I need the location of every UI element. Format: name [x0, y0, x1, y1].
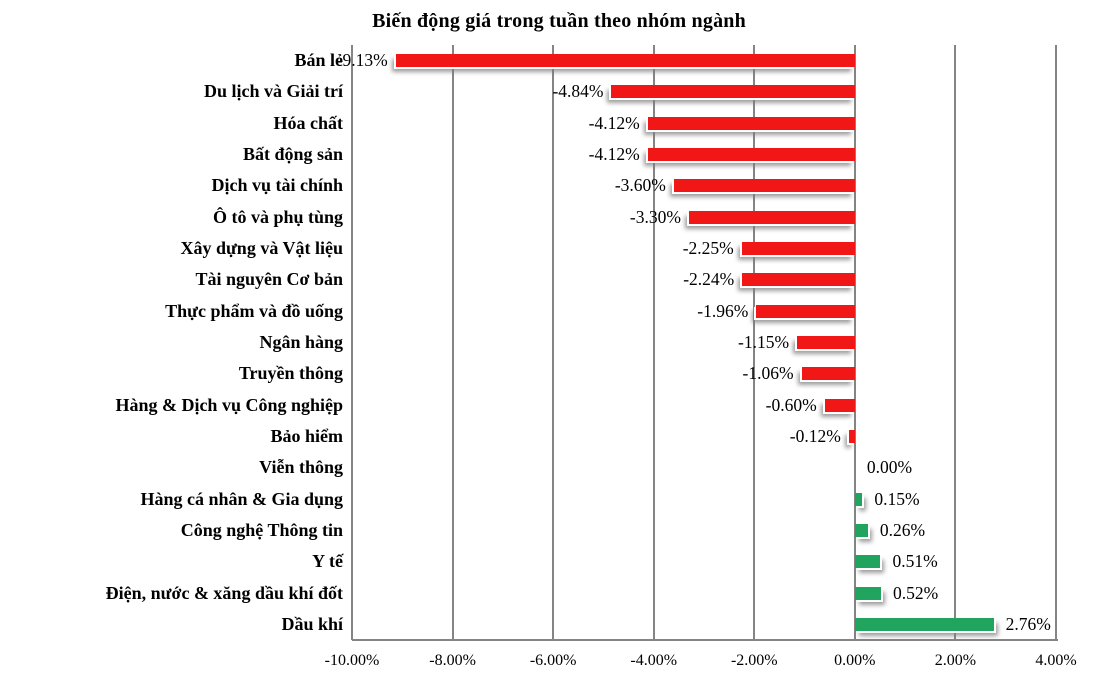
- category-label: Bất động sản: [242, 144, 343, 165]
- value-label: 0.00%: [866, 457, 913, 478]
- value-label: -2.24%: [683, 269, 735, 290]
- bar: [824, 398, 855, 412]
- bar: [647, 148, 855, 162]
- gridline: [351, 45, 353, 640]
- bar: [797, 336, 855, 349]
- bar: [395, 54, 855, 68]
- category-label: Điện, nước & xăng dầu khí đốt: [105, 582, 343, 603]
- category-label: Du lịch và Giải trí: [204, 81, 343, 102]
- category-label: Thực phẩm và đồ uống: [165, 300, 343, 321]
- value-label: 0.26%: [879, 519, 926, 540]
- category-label: Công nghệ Thông tin: [180, 519, 343, 540]
- x-axis-line: [352, 639, 1058, 641]
- value-label: -4.84%: [552, 81, 604, 102]
- x-axis-tick-label: 2.00%: [934, 652, 977, 669]
- category-label: Ô tô và phụ tùng: [212, 206, 343, 227]
- bar: [854, 586, 881, 600]
- category-label: Y tế: [312, 551, 343, 572]
- bar: [741, 242, 855, 256]
- value-label: 0.51%: [892, 551, 938, 572]
- category-label: Bảo hiểm: [270, 425, 343, 446]
- x-axis-tick-label: -10.00%: [324, 652, 380, 669]
- value-label: -1.15%: [738, 331, 790, 352]
- category-label: Tài nguyên Cơ bản: [195, 269, 343, 290]
- category-label: Bán lẻ: [294, 50, 343, 71]
- bar: [688, 210, 855, 224]
- category-label: Hàng & Dịch vụ Công nghiệp: [115, 394, 343, 415]
- value-label: -1.96%: [697, 300, 749, 321]
- category-label: Xây dựng và Vật liệu: [180, 238, 344, 259]
- bar: [647, 116, 855, 130]
- gridline: [552, 45, 555, 640]
- bar: [756, 304, 855, 318]
- x-axis-tick-label: -2.00%: [730, 652, 778, 669]
- value-label: -4.12%: [588, 144, 640, 165]
- x-axis-tick-label: -6.00%: [529, 652, 577, 669]
- value-label: -0.60%: [765, 394, 817, 415]
- x-axis-tick-label: -8.00%: [429, 652, 476, 669]
- value-label: -9.13%: [336, 50, 388, 71]
- bar: [854, 492, 863, 506]
- value-label: 2.76%: [1005, 613, 1051, 634]
- category-label: Dịch vụ tài chính: [211, 175, 343, 196]
- chart-title: Biến động giá trong tuần theo nhóm ngành: [372, 10, 746, 32]
- gridline: [652, 45, 655, 640]
- category-label: Hàng cá nhân & Gia dụng: [140, 488, 343, 509]
- value-label: 0.15%: [874, 488, 920, 509]
- value-label: -0.12%: [789, 425, 841, 446]
- category-label: Viễn thông: [259, 457, 343, 478]
- bar: [673, 179, 855, 193]
- gridline: [753, 45, 756, 640]
- value-label: -3.60%: [614, 175, 666, 196]
- bar: [848, 429, 855, 443]
- value-label: -2.25%: [682, 238, 734, 259]
- bar: [854, 617, 994, 631]
- value-label: 0.52%: [893, 582, 939, 603]
- bar: [854, 555, 881, 569]
- gridline: [954, 45, 957, 640]
- value-label: -1.06%: [742, 363, 794, 384]
- gridline: [1055, 45, 1057, 640]
- x-axis-tick-label: -4.00%: [630, 652, 678, 669]
- value-label: -3.30%: [629, 206, 681, 227]
- bar: [611, 85, 855, 99]
- bar: [742, 273, 855, 287]
- category-label: Hóa chất: [273, 112, 344, 133]
- gridline: [451, 45, 454, 640]
- category-label: Ngân hàng: [259, 331, 343, 352]
- gridline: [853, 45, 856, 640]
- bar: [854, 523, 868, 537]
- category-label: Truyền thông: [238, 363, 343, 384]
- value-label: -4.12%: [588, 112, 640, 133]
- x-axis-tick-label: 0.00%: [834, 652, 876, 669]
- category-label: Dầu khí: [281, 613, 343, 634]
- x-axis-tick-label: 4.00%: [1035, 652, 1077, 669]
- bar: [801, 367, 855, 381]
- plot-area: [351, 45, 1057, 640]
